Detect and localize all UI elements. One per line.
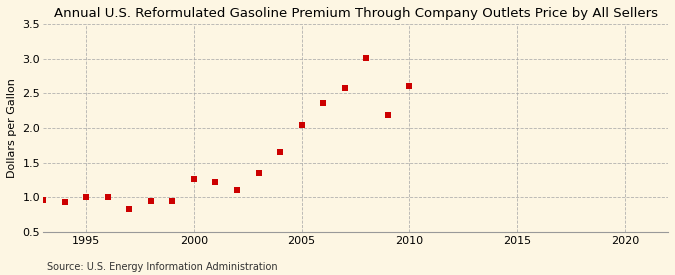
Point (38, 198, 49, 202)
Point (253, 171, 264, 175)
Point (383, 112, 394, 117)
Title: Annual U.S. Reformulated Gasoline Premium Through Company Outlets Price by All S: Annual U.S. Reformulated Gasoline Premiu… (53, 7, 657, 20)
Point (232, 187, 242, 192)
Point (103, 195, 113, 199)
Point (361, 56, 372, 60)
Point (210, 180, 221, 184)
Point (188, 176, 199, 181)
Point (404, 84, 415, 89)
Text: Source: U.S. Energy Information Administration: Source: U.S. Energy Information Administ… (47, 262, 278, 272)
Point (145, 199, 156, 203)
Point (59, 200, 70, 204)
Point (318, 101, 329, 105)
Y-axis label: Dollars per Gallon: Dollars per Gallon (7, 78, 17, 178)
Point (340, 86, 350, 90)
Point (124, 207, 134, 211)
Point (275, 150, 286, 154)
Point (296, 123, 307, 127)
Point (81, 195, 92, 199)
Point (167, 199, 178, 203)
